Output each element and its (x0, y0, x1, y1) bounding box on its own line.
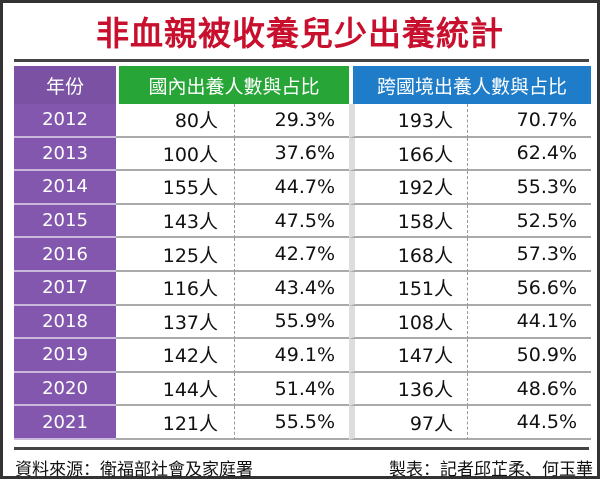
top-divider (14, 59, 589, 62)
domestic-count-cell: 80人 (116, 104, 234, 138)
domestic-count-cell: 125人 (116, 238, 234, 272)
stats-table: 年份 國內出養人數與占比 跨國境出養人數與占比 2012 80人 29.3% 193人… (14, 66, 591, 440)
footer: 資料來源：衛福部社會及家庭署 製表：記者邱芷柔、何玉華 (15, 455, 593, 480)
international-count-cell: 151人 (349, 271, 467, 306)
international-count-cell: 158人 (349, 204, 467, 239)
international-percent-cell: 44.1% (467, 305, 591, 340)
international-percent-cell: 50.9% (467, 339, 591, 373)
credit-text: 製表：記者邱芷柔、何玉華 (389, 460, 593, 480)
domestic-count-cell: 155人 (116, 171, 234, 205)
domestic-percent-cell: 55.9% (234, 305, 349, 340)
bottom-divider (14, 447, 589, 450)
international-percent-cell: 48.6% (467, 372, 591, 407)
domestic-count-cell: 116人 (116, 272, 234, 306)
domestic-percent-cell: 47.5% (234, 204, 349, 239)
year-cell: 2020 (14, 372, 116, 407)
domestic-count-cell: 142人 (116, 339, 234, 373)
international-percent-cell: 44.5% (467, 406, 591, 440)
domestic-percent-cell: 29.3% (234, 104, 349, 138)
international-count-cell: 147人 (349, 339, 467, 373)
table-row: 2014 155人 44.7% 192人 55.3% (14, 171, 591, 205)
domestic-percent-cell: 43.4% (234, 271, 349, 306)
international-count-cell: 136人 (349, 372, 467, 407)
year-cell: 2021 (14, 406, 116, 440)
year-cell: 2014 (14, 171, 116, 205)
table-row: 2018 137人 55.9% 108人 44.1% (14, 305, 591, 340)
domestic-percent-cell: 44.7% (234, 171, 349, 205)
table-row: 2021 121人 55.5% 97人 44.5% (14, 406, 591, 440)
international-percent-cell: 52.5% (467, 204, 591, 239)
year-cell: 2018 (14, 305, 116, 340)
table-row: 2016 125人 42.7% 168人 57.3% (14, 238, 591, 272)
domestic-percent-cell: 51.4% (234, 372, 349, 407)
year-cell: 2017 (14, 271, 116, 306)
table-row: 2013 100人 37.6% 166人 62.4% (14, 137, 591, 172)
international-percent-cell: 55.3% (467, 171, 591, 205)
international-percent-cell: 70.7% (467, 104, 591, 138)
international-count-cell: 193人 (349, 104, 467, 138)
table-row: 2012 80人 29.3% 193人 70.7% (14, 104, 591, 138)
source-text: 資料來源：衛福部社會及家庭署 (15, 460, 253, 480)
domestic-count-cell: 121人 (116, 406, 234, 440)
domestic-percent-cell: 37.6% (234, 137, 349, 172)
header-domestic: 國內出養人數與占比 (116, 66, 349, 104)
international-percent-cell: 57.3% (467, 238, 591, 272)
domestic-count-cell: 137人 (116, 306, 234, 340)
year-cell: 2015 (14, 204, 116, 239)
year-cell: 2013 (14, 137, 116, 172)
table-row: 2019 142人 49.1% 147人 50.9% (14, 339, 591, 373)
domestic-percent-cell: 55.5% (234, 406, 349, 440)
domestic-count-cell: 143人 (116, 205, 234, 239)
domestic-percent-cell: 42.7% (234, 238, 349, 272)
year-cell: 2019 (14, 339, 116, 373)
year-cell: 2016 (14, 238, 116, 272)
international-percent-cell: 62.4% (467, 137, 591, 172)
international-count-cell: 192人 (349, 171, 467, 205)
international-count-cell: 108人 (349, 305, 467, 340)
international-count-cell: 166人 (349, 137, 467, 172)
table-row: 2020 144人 51.4% 136人 48.6% (14, 372, 591, 407)
international-percent-cell: 56.6% (467, 271, 591, 306)
international-count-cell: 168人 (349, 238, 467, 272)
chart-title: 非血親被收養兒少出養統計 (96, 14, 504, 53)
table-row: 2015 143人 47.5% 158人 52.5% (14, 204, 591, 239)
year-cell: 2012 (14, 104, 116, 138)
domestic-count-cell: 144人 (116, 373, 234, 407)
header-international: 跨國境出養人數與占比 (349, 66, 591, 104)
domestic-count-cell: 100人 (116, 138, 234, 172)
international-count-cell: 97人 (349, 406, 467, 440)
header-year: 年份 (14, 66, 116, 104)
domestic-percent-cell: 49.1% (234, 339, 349, 373)
table-row: 2017 116人 43.4% 151人 56.6% (14, 271, 591, 306)
